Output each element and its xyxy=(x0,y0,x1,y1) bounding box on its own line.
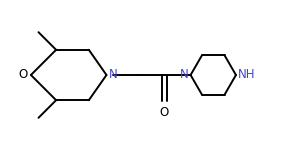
Text: N: N xyxy=(108,69,117,81)
Text: O: O xyxy=(18,69,27,81)
Text: O: O xyxy=(160,106,169,119)
Text: NH: NH xyxy=(238,69,255,81)
Text: N: N xyxy=(180,69,188,81)
